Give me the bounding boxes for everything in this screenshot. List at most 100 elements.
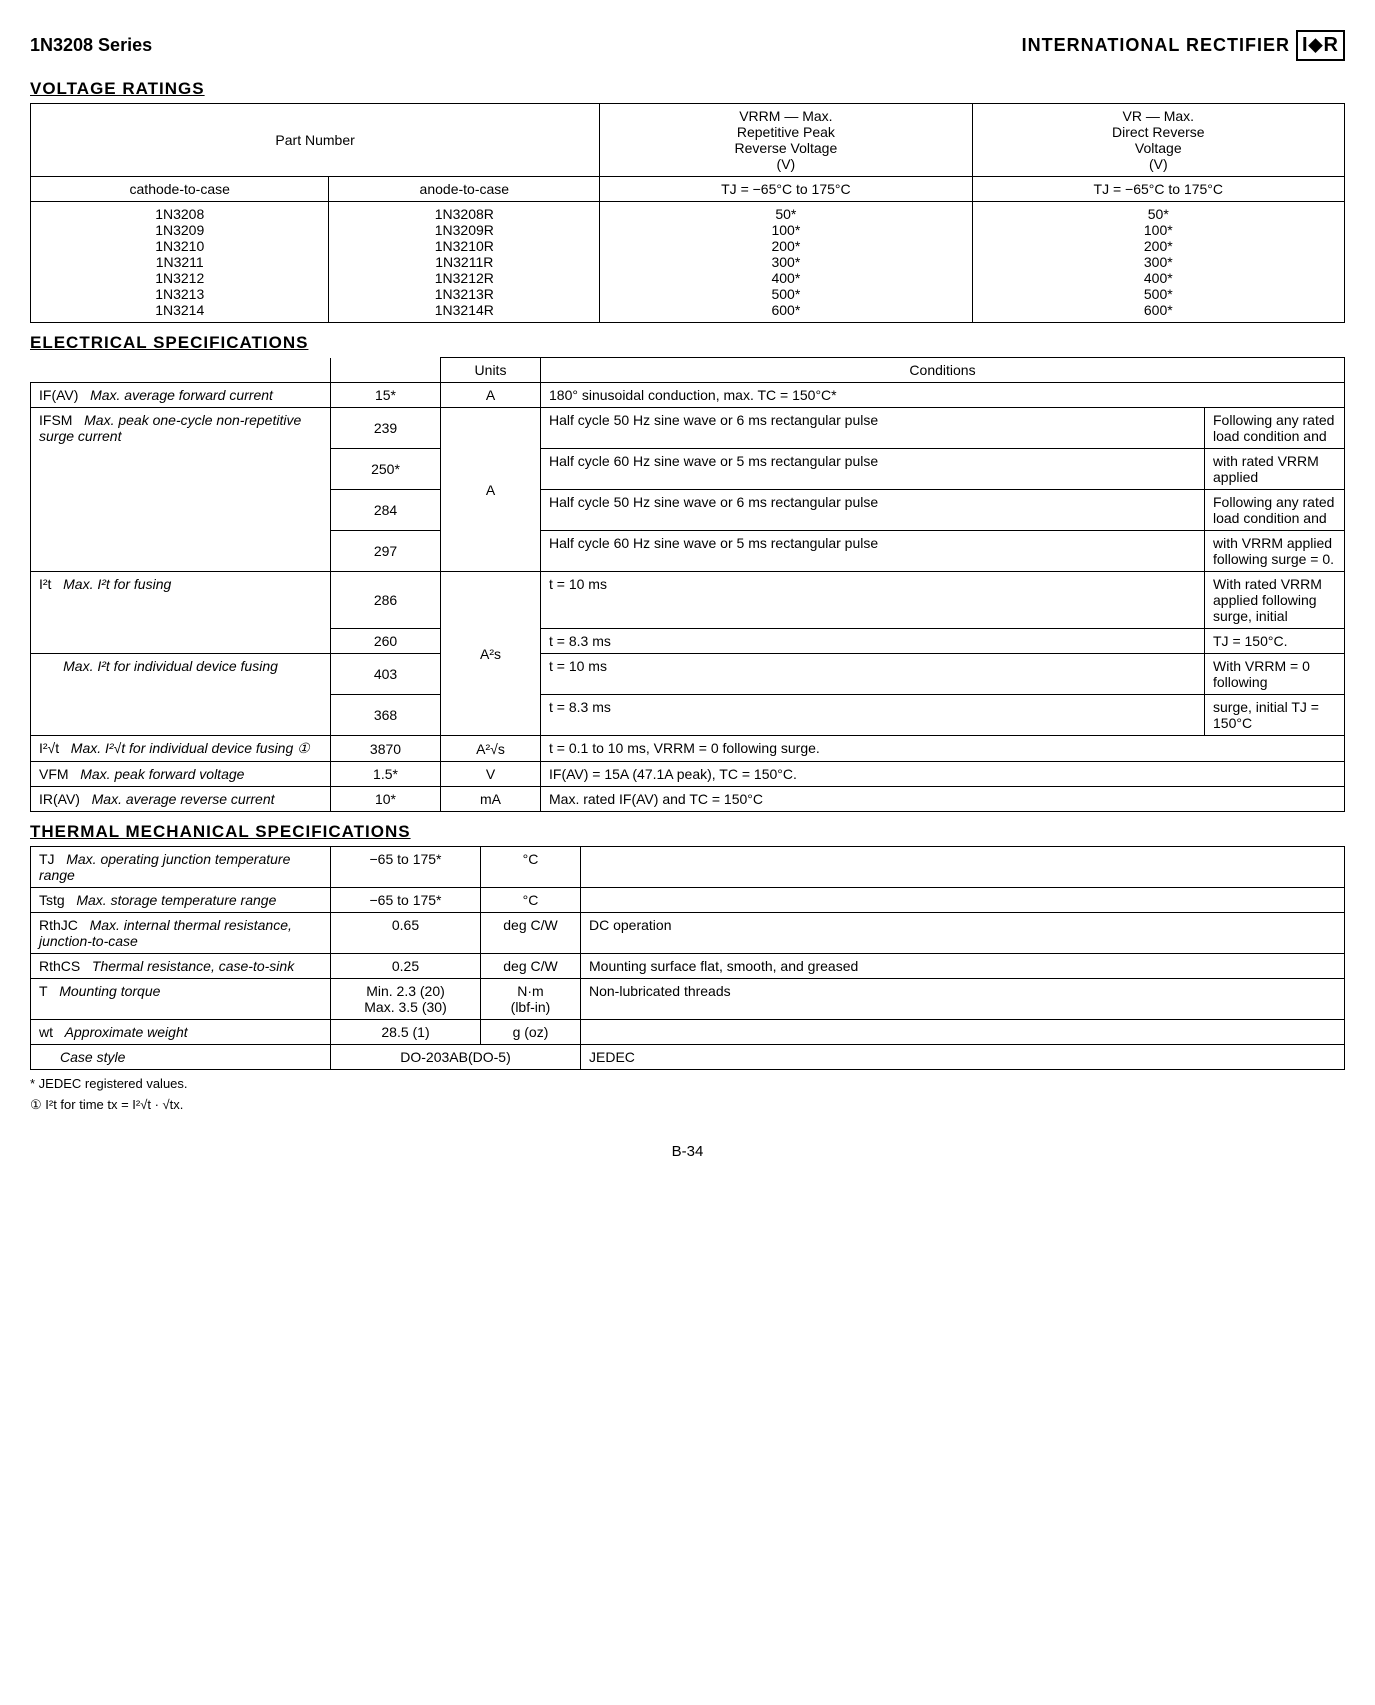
vr-a-6: 1N3214R (337, 302, 591, 318)
irav-unit: mA (441, 787, 541, 812)
irav-cond: Max. rated IF(AV) and TC = 150°C (541, 787, 1345, 812)
th-val-4: Min. 2.3 (20) Max. 3.5 (30) (331, 979, 481, 1020)
vr-v2-4: 400* (981, 270, 1336, 286)
th-row-3: RthCS Thermal resistance, case-to-sink 0… (31, 954, 1345, 979)
vr-v2-0: 50* (981, 206, 1336, 222)
vfm-sym: VFM (39, 766, 69, 782)
ifsm-c0l: Half cycle 50 Hz sine wave or 6 ms recta… (541, 408, 1205, 449)
vr-a-1: 1N3209R (337, 222, 591, 238)
th-case-cond: JEDEC (581, 1045, 1345, 1070)
vr-v2-1: 100* (981, 222, 1336, 238)
vr-v1-3: 300* (608, 254, 963, 270)
ifav-val: 15* (331, 383, 441, 408)
th-cond-5 (581, 1020, 1345, 1045)
voltage-ratings-table: Part Number VRRM — Max. Repetitive Peak … (30, 103, 1345, 323)
ifsm-c2r: Following any rated load condition and (1205, 490, 1345, 531)
th-desc-3: Thermal resistance, case-to-sink (92, 958, 294, 974)
th-sym-2: RthJC (39, 917, 78, 933)
th-unit-2: deg C/W (481, 913, 581, 954)
ifsm-c3l: Half cycle 60 Hz sine wave or 5 ms recta… (541, 531, 1205, 572)
th-unit-1: °C (481, 888, 581, 913)
th-sym-3: RthCS (39, 958, 80, 974)
electrical-title: ELECTRICAL SPECIFICATIONS (30, 333, 1345, 353)
vr-a-3: 1N3211R (337, 254, 591, 270)
page-header: 1N3208 Series INTERNATIONAL RECTIFIER I⬥… (30, 30, 1345, 61)
th-cond-3: Mounting surface flat, smooth, and greas… (581, 954, 1345, 979)
th-val-3: 0.25 (331, 954, 481, 979)
vr-v2-3: 300* (981, 254, 1336, 270)
vr-a-4: 1N3212R (337, 270, 591, 286)
th-cond-0 (581, 847, 1345, 888)
vfm-val: 1.5* (331, 762, 441, 787)
ifav-unit: A (441, 383, 541, 408)
vr-c-5: 1N3213 (39, 286, 320, 302)
th-val-5: 28.5 (1) (331, 1020, 481, 1045)
ifsm-v0: 239 (331, 408, 441, 449)
th-desc-5: Approximate weight (65, 1024, 188, 1040)
th-sym-0: TJ (39, 851, 55, 867)
vr-a-5: 1N3213R (337, 286, 591, 302)
th-cond-4: Non-lubricated threads (581, 979, 1345, 1020)
vr-a-2: 1N3210R (337, 238, 591, 254)
i2rt-unit: A²√s (441, 736, 541, 762)
vr-v1-0: 50* (608, 206, 963, 222)
th-sym-1: Tstg (39, 892, 65, 908)
vr-v1-5: 500* (608, 286, 963, 302)
irav-desc: Max. average reverse current (92, 791, 275, 807)
i2t-c2l: t = 10 ms (541, 654, 1205, 695)
page-number: B-34 (30, 1143, 1345, 1160)
ifav-cond: 180° sinusoidal conduction, max. TC = 15… (541, 383, 1345, 408)
i2rt-cond: t = 0.1 to 10 ms, VRRM = 0 following sur… (541, 736, 1345, 762)
i2t-c3l: t = 8.3 ms (541, 695, 1205, 736)
i2t-c2r: With VRRM = 0 following (1205, 654, 1345, 695)
vr-v2-6: 600* (981, 302, 1336, 318)
irav-row: IR(AV) Max. average reverse current (31, 787, 331, 812)
th-unit-3: deg C/W (481, 954, 581, 979)
vr-c-6: 1N3214 (39, 302, 320, 318)
tj-range-2: TJ = −65°C to 175°C (972, 177, 1344, 202)
th-val-1: −65 to 175* (331, 888, 481, 913)
th-row-5: wt Approximate weight 28.5 (1) g (oz) (31, 1020, 1345, 1045)
ifsm-v1: 250* (331, 449, 441, 490)
vr-c-3: 1N3211 (39, 254, 320, 270)
brand-label: INTERNATIONAL RECTIFIER I⬥R (1022, 30, 1345, 61)
footnote-1: * JEDEC registered values. (30, 1076, 1345, 1091)
ifsm-desc: Max. peak one-cycle non-repetitive surge… (39, 412, 301, 444)
col-part: Part Number (31, 104, 600, 177)
ifav-sym: IF(AV) (39, 387, 78, 403)
vr-v1-4: 400* (608, 270, 963, 286)
th-case-row: X Case style DO-203AB(DO-5) JEDEC (31, 1045, 1345, 1070)
th-case-val: DO-203AB(DO-5) (331, 1045, 581, 1070)
ifsm-v2: 284 (331, 490, 441, 531)
th-sym-5: wt (39, 1024, 53, 1040)
ifsm-row: IFSM Max. peak one-cycle non-repetitive … (31, 408, 331, 572)
vr-a-0: 1N3208R (337, 206, 591, 222)
vr-v1-col: 50* 100* 200* 300* 400* 500* 600* (600, 202, 972, 323)
tj-range-1: TJ = −65°C to 175°C (600, 177, 972, 202)
th-row-2: RthJC Max. internal thermal resistance, … (31, 913, 1345, 954)
vr-anode-col: 1N3208R 1N3209R 1N3210R 1N3211R 1N3212R … (329, 202, 600, 323)
vfm-cond: IF(AV) = 15A (47.1A peak), TC = 150°C. (541, 762, 1345, 787)
th-row-0: TJ Max. operating junction temperature r… (31, 847, 1345, 888)
th-unit-5: g (oz) (481, 1020, 581, 1045)
vr-v2-5: 500* (981, 286, 1336, 302)
i2rt-desc: Max. I²√t for individual device fusing ① (71, 740, 310, 756)
vr-v2-col: 50* 100* 200* 300* 400* 500* 600* (972, 202, 1344, 323)
i2t-sym: I²t (39, 576, 51, 592)
vfm-row: VFM Max. peak forward voltage (31, 762, 331, 787)
irav-sym: IR(AV) (39, 791, 80, 807)
th-case-label: Case style (60, 1049, 125, 1065)
th-desc-0: Max. operating junction temperature rang… (39, 851, 290, 883)
th-val-0: −65 to 175* (331, 847, 481, 888)
i2t-v2: 403 (331, 654, 441, 695)
vr-v2-2: 200* (981, 238, 1336, 254)
col-vr: VR — Max. Direct Reverse Voltage (V) (972, 104, 1344, 177)
electrical-table: Units Conditions IF(AV) Max. average for… (30, 357, 1345, 812)
ifsm-v3: 297 (331, 531, 441, 572)
ifsm-c3r: with VRRM applied following surge = 0. (1205, 531, 1345, 572)
ifav-desc: Max. average forward current (90, 387, 273, 403)
i2t-row2: I²t Max. I²t for individual device fusin… (31, 654, 331, 736)
ifsm-sym: IFSM (39, 412, 72, 428)
vr-v1-6: 600* (608, 302, 963, 318)
series-label: 1N3208 Series (30, 35, 152, 56)
